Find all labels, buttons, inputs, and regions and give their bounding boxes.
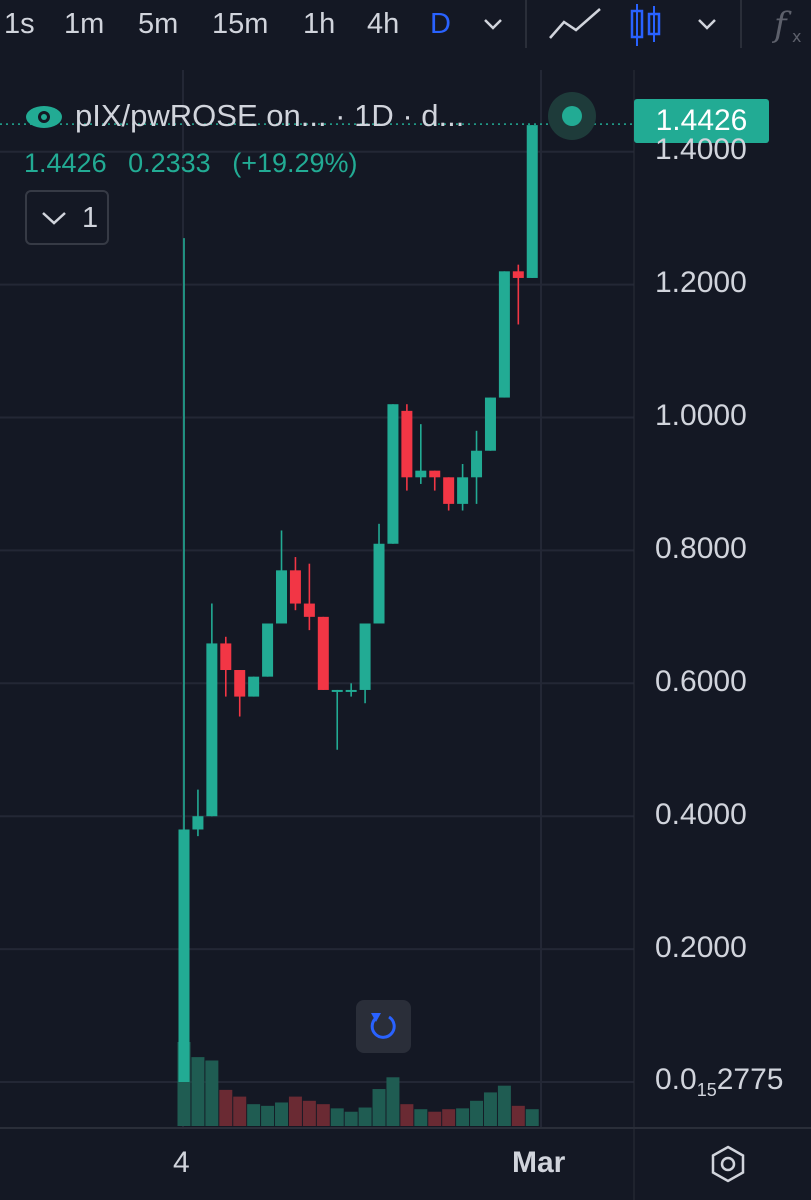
price-change: 0.2333 [128, 148, 211, 178]
candles [178, 125, 538, 1082]
volume-bar [442, 1109, 456, 1126]
volume-bar [233, 1096, 247, 1126]
volume-bar [219, 1089, 233, 1126]
candle-body [220, 643, 232, 671]
chevron-down-icon[interactable] [696, 14, 718, 34]
chevron-down-icon [42, 212, 66, 225]
x-tick-label: Mar [512, 1146, 566, 1179]
candle-body [206, 643, 218, 817]
svg-text:f: f [772, 5, 792, 45]
volume-bar [428, 1111, 442, 1126]
symbol-title[interactable]: pIX/pwROSE on... · 1D · d... [75, 98, 465, 133]
chevron-down-icon[interactable] [482, 14, 504, 34]
candle-body [345, 689, 357, 692]
candlestick-icon[interactable] [628, 2, 664, 48]
volume-bar [470, 1100, 484, 1126]
volume-bar [358, 1107, 372, 1126]
y-tick-label: 1.2000 [655, 266, 747, 299]
candle-body [498, 271, 510, 398]
candle-body [359, 623, 371, 690]
volume-bar [288, 1096, 302, 1126]
volume-bar [483, 1092, 497, 1126]
reset-chart-button[interactable] [356, 1000, 411, 1053]
candle-body [192, 816, 204, 830]
price-change-percent: (+19.29%) [232, 148, 358, 178]
timeframe-1m[interactable]: 1m [64, 8, 105, 40]
volume-bar [275, 1102, 289, 1126]
y-tick-label: 0.2000 [655, 931, 747, 964]
y-tick-label-bottom: 0.0152775 [655, 1063, 784, 1100]
live-price-dot [548, 92, 596, 140]
volume-bar [414, 1109, 428, 1126]
x-tick-label: 4 [173, 1146, 190, 1179]
candle-body [178, 829, 190, 1082]
toolbar-divider [525, 0, 527, 48]
timeframe-4h[interactable]: 4h [367, 8, 400, 40]
settings-icon[interactable] [708, 1144, 748, 1184]
price-chart[interactable] [0, 70, 811, 1200]
volume-bar [205, 1060, 219, 1126]
candle-body [526, 125, 538, 278]
candle-body [512, 271, 524, 278]
last-price: 1.4426 [24, 148, 107, 178]
y-tick-label: 0.4000 [655, 798, 747, 831]
volume-bar [330, 1108, 344, 1126]
candle-body [331, 689, 343, 692]
ohlc-legend: 1.4426 0.2333 (+19.29%) [24, 148, 372, 179]
toolbar-divider [740, 0, 742, 48]
candle-body [415, 470, 427, 478]
volume-bar [191, 1057, 205, 1126]
candle-body [373, 543, 385, 624]
last-price-tag: 1.4426 [634, 99, 769, 143]
volume-bar [344, 1111, 358, 1126]
candle-body [289, 570, 301, 604]
volume-bar [247, 1104, 261, 1126]
candle-body [457, 477, 469, 504]
volume-bar [372, 1089, 386, 1126]
timeframe-5m[interactable]: 5m [138, 8, 179, 40]
eye-icon[interactable] [24, 103, 64, 131]
volume-bar [511, 1105, 525, 1126]
candle-body [387, 404, 399, 544]
candle-body [303, 603, 315, 617]
y-tick-label: 0.8000 [655, 532, 747, 565]
volume-bar [316, 1104, 330, 1126]
volume-bar [400, 1104, 414, 1126]
volume-bars [177, 1042, 539, 1126]
candle-body [262, 623, 274, 677]
candle-body [429, 470, 441, 478]
volume-bar [386, 1077, 400, 1126]
timeframe-15m[interactable]: 15m [212, 8, 269, 40]
toolbar: 1s 1m 5m 15m 1h 4h D f x [0, 0, 811, 72]
line-chart-icon[interactable] [548, 6, 602, 42]
volume-bar [261, 1105, 275, 1126]
volume-bar [497, 1085, 511, 1126]
candle-body [248, 676, 260, 697]
y-tick-label: 1.4000 [655, 133, 747, 166]
y-tick-label: 0.6000 [655, 665, 747, 698]
timeframe-1s[interactable]: 1s [4, 8, 35, 40]
candle-body [276, 570, 288, 624]
volume-bar [525, 1109, 539, 1126]
volume-bar [456, 1108, 470, 1126]
candle-body [234, 670, 246, 697]
candle-body [317, 616, 329, 690]
svg-text:x: x [792, 27, 801, 46]
fx-icon[interactable]: f x [772, 2, 808, 46]
y-tick-label: 1.0000 [655, 399, 747, 432]
volume-bar [302, 1100, 316, 1126]
candle-body [443, 477, 455, 504]
timeframe-d[interactable]: D [430, 8, 451, 40]
candle-body [401, 410, 413, 478]
rotate-icon [370, 1013, 396, 1039]
indicators-toggle-button[interactable]: 1 [25, 190, 109, 245]
candle-body [484, 397, 496, 451]
timeframe-1h[interactable]: 1h [303, 8, 336, 40]
indicator-count: 1 [82, 202, 99, 234]
candle-body [471, 450, 483, 478]
